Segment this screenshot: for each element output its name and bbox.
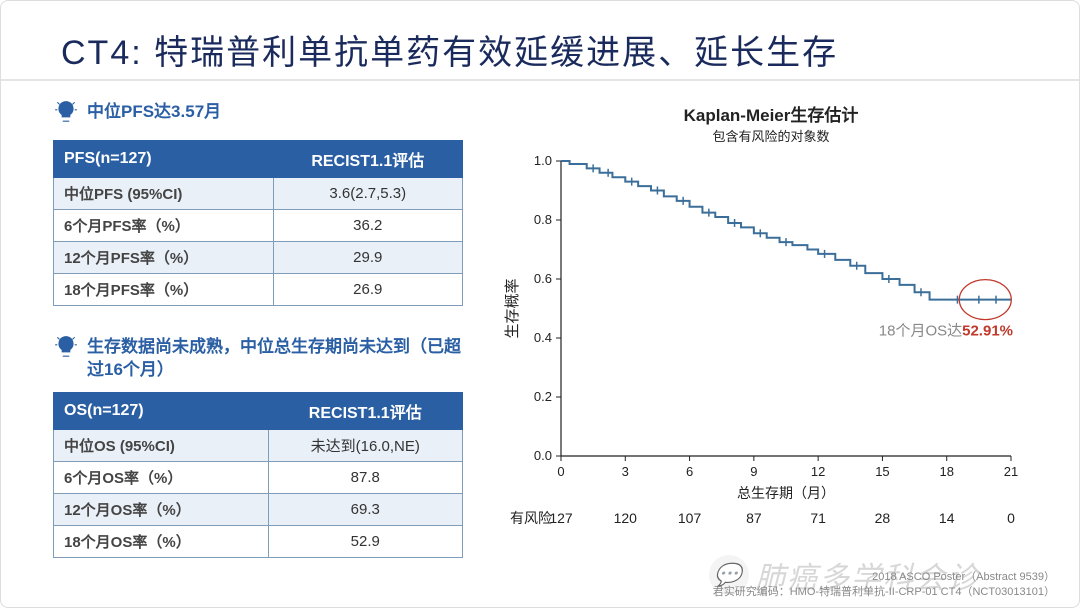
- os-col-header-right: RECIST1.1评估: [268, 392, 463, 429]
- svg-text:有风险: 有风险: [510, 510, 552, 526]
- table-cell: 18个月OS率（%）: [54, 525, 269, 557]
- table-cell: 12个月OS率（%）: [54, 493, 269, 525]
- footer-line1: 2018 ASCO Poster（Abstract 9539）: [713, 570, 1055, 584]
- svg-text:0.6: 0.6: [534, 271, 552, 286]
- table-cell: 18个月PFS率（%）: [54, 274, 274, 306]
- svg-text:120: 120: [614, 510, 638, 526]
- pfs-bulb-text: 中位PFS达3.57月: [87, 99, 221, 124]
- table-cell: 52.9: [268, 525, 463, 557]
- os-header: 生存数据尚未成熟，中位总生存期尚未达到（已超过16个月）: [53, 334, 463, 382]
- footer-line2: 君实研究编码：HMO-特瑞普利单抗-II-CRP-01 CT4（NCT03013…: [713, 585, 1055, 599]
- left-column: 中位PFS达3.57月 PFS(n=127) RECIST1.1评估 中位PFS…: [53, 99, 463, 586]
- pfs-col-header-left: PFS(n=127): [54, 141, 274, 178]
- os-col-header-left: OS(n=127): [54, 392, 269, 429]
- svg-text:107: 107: [678, 510, 702, 526]
- km-chart: Kaplan-Meier生存估计 包含有风险的对象数 0.0 0.2 0.4 0.6 0…: [501, 101, 1041, 541]
- table-cell: 3.6(2.7,5.3): [273, 178, 462, 210]
- svg-text:0.2: 0.2: [534, 389, 552, 404]
- svg-text:28: 28: [875, 510, 891, 526]
- table-cell: 6个月OS率（%）: [54, 461, 269, 493]
- svg-text:0.8: 0.8: [534, 212, 552, 227]
- os-bulb-text: 生存数据尚未成熟，中位总生存期尚未达到（已超过16个月）: [87, 334, 463, 382]
- svg-text:87: 87: [746, 510, 762, 526]
- table-cell: 12个月PFS率（%）: [54, 242, 274, 274]
- table-cell: 36.2: [273, 210, 462, 242]
- svg-text:127: 127: [549, 510, 573, 526]
- title-rule: [1, 79, 1079, 81]
- footer: 2018 ASCO Poster（Abstract 9539） 君实研究编码：H…: [713, 570, 1055, 599]
- table-cell: 26.9: [273, 274, 462, 306]
- svg-text:0: 0: [557, 464, 564, 479]
- km-svg: 0.0 0.2 0.4 0.6 0.8 1.0 0 3 6 9 12 15 18 21 生存概率总生存期（月…: [501, 151, 1041, 551]
- table-cell: 87.8: [268, 461, 463, 493]
- svg-text:12: 12: [811, 464, 825, 479]
- svg-text:0.0: 0.0: [534, 448, 552, 463]
- svg-text:1.0: 1.0: [534, 153, 552, 168]
- svg-text:总生存期（月）: 总生存期（月）: [737, 485, 835, 501]
- pfs-table: PFS(n=127) RECIST1.1评估 中位PFS (95%CI)3.6(…: [53, 140, 463, 306]
- table-cell: 中位OS (95%CI): [54, 429, 269, 461]
- pfs-header: 中位PFS达3.57月: [53, 99, 463, 130]
- svg-text:18: 18: [939, 464, 953, 479]
- svg-text:6: 6: [686, 464, 693, 479]
- table-cell: 中位PFS (95%CI): [54, 178, 274, 210]
- table-cell: 未达到(16.0,NE): [268, 429, 463, 461]
- chart-subtitle: 包含有风险的对象数: [501, 126, 1041, 145]
- svg-text:0.4: 0.4: [534, 330, 552, 345]
- svg-text:3: 3: [622, 464, 629, 479]
- svg-text:生存概率: 生存概率: [504, 278, 521, 338]
- svg-text:9: 9: [750, 464, 757, 479]
- table-cell: 69.3: [268, 493, 463, 525]
- lightbulb-icon: [53, 334, 79, 365]
- svg-text:15: 15: [875, 464, 889, 479]
- table-cell: 29.9: [273, 242, 462, 274]
- table-cell: 6个月PFS率（%）: [54, 210, 274, 242]
- pfs-col-header-right: RECIST1.1评估: [273, 141, 462, 178]
- svg-text:0: 0: [1007, 510, 1015, 526]
- lightbulb-icon: [53, 99, 79, 130]
- slide-title: CT4: 特瑞普利单抗单药有效延缓进展、延长生存: [61, 25, 838, 74]
- svg-text:18个月OS达52.91%: 18个月OS达52.91%: [879, 323, 1013, 340]
- svg-text:71: 71: [810, 510, 826, 526]
- chart-title: Kaplan-Meier生存估计: [501, 101, 1041, 126]
- os-table: OS(n=127) RECIST1.1评估 中位OS (95%CI)未达到(16…: [53, 392, 463, 558]
- svg-text:21: 21: [1004, 464, 1018, 479]
- svg-text:14: 14: [939, 510, 955, 526]
